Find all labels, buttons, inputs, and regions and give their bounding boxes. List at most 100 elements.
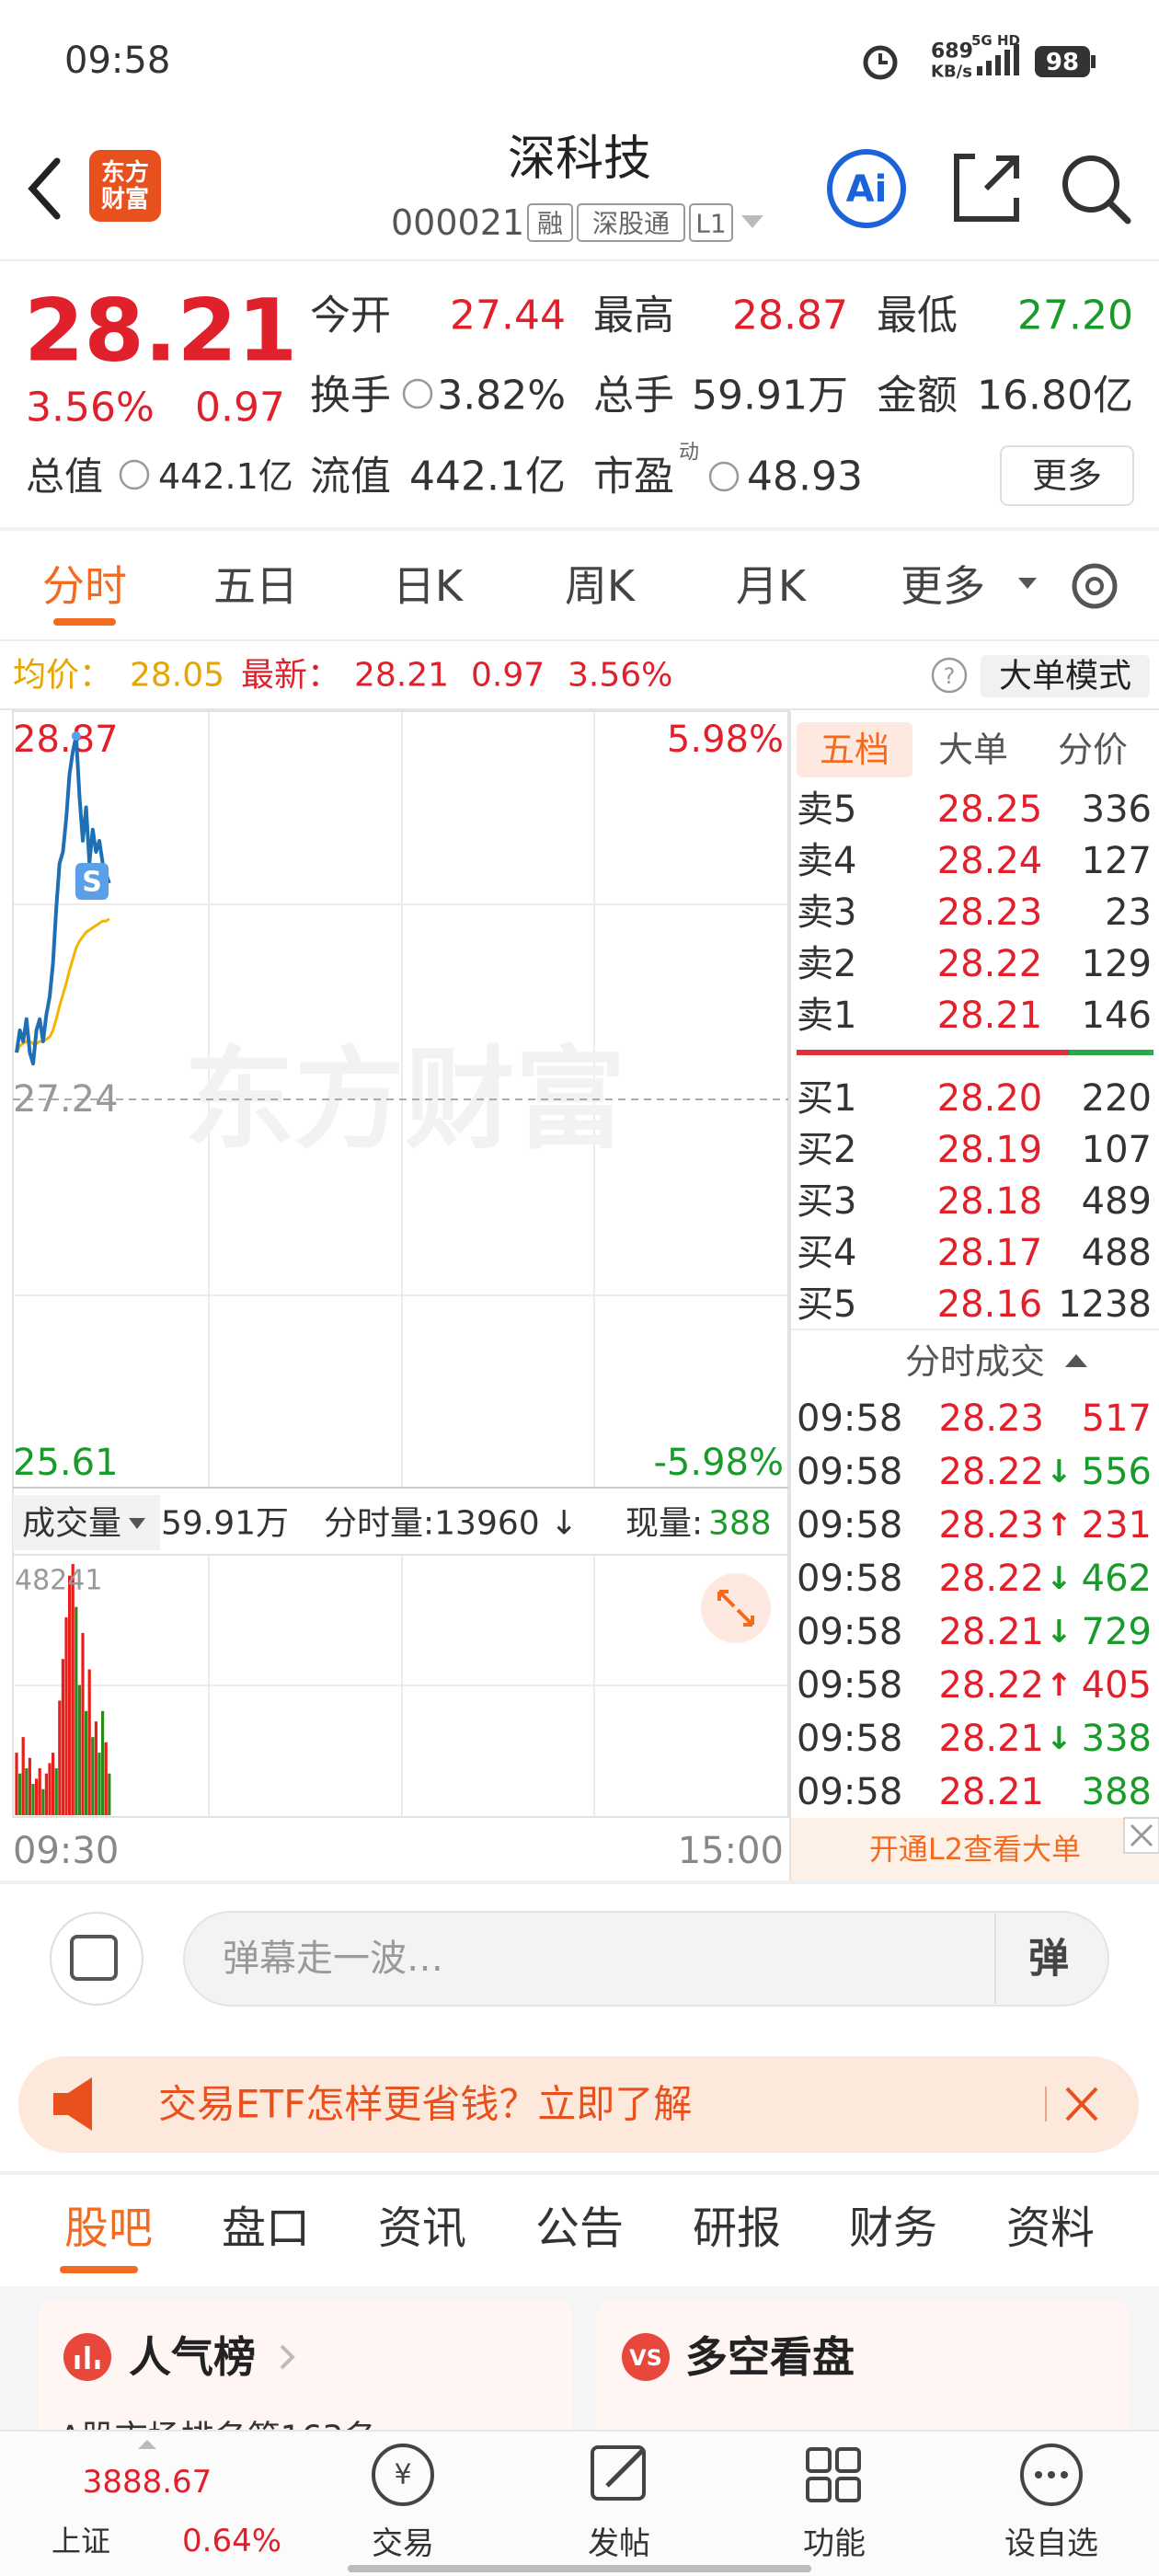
- signal-bars: [977, 44, 1019, 75]
- section-tab[interactable]: 盘口: [222, 2202, 310, 2254]
- price-high: 28.87: [13, 719, 119, 761]
- book-price: 28.19: [937, 1129, 1043, 1171]
- volume-bar: [41, 1788, 45, 1815]
- signal-badge[interactable]: [75, 863, 109, 900]
- book-level: 买2: [797, 1129, 856, 1171]
- stat-value: 48.93: [747, 454, 863, 500]
- current-volume: 388: [708, 1505, 772, 1543]
- nav-item[interactable]: 发帖: [588, 2525, 650, 2562]
- chart-tab[interactable]: 周K: [565, 561, 637, 611]
- tag-dropdown[interactable]: [741, 215, 763, 228]
- nav-item[interactable]: 交易: [372, 2525, 434, 2562]
- latest-value: 28.21: [354, 657, 449, 695]
- book-price: 28.20: [937, 1077, 1043, 1120]
- back-button[interactable]: [28, 157, 61, 220]
- stat-label: 总手: [593, 373, 674, 420]
- chart-tab[interactable]: 分时: [42, 561, 127, 611]
- ai-label[interactable]: Ai: [846, 168, 888, 211]
- card[interactable]: [39, 2300, 572, 2447]
- volume-bar: [108, 1773, 111, 1815]
- book-tab[interactable]: 分价: [1058, 730, 1128, 770]
- chart-tab[interactable]: 更多: [901, 561, 985, 611]
- info-icon[interactable]: [119, 459, 150, 490]
- volume-bar: [77, 1685, 81, 1815]
- section-tab[interactable]: 财务: [849, 2202, 937, 2254]
- stat-value: 59.91万: [692, 373, 848, 420]
- nav-icon[interactable]: [591, 2445, 646, 2501]
- section-tab[interactable]: 研报: [693, 2202, 781, 2254]
- settings-core: [1085, 577, 1104, 595]
- nav-icon[interactable]: [372, 2444, 434, 2506]
- book-level: 买1: [797, 1077, 856, 1120]
- card-icon-glyph: VS: [629, 2345, 662, 2371]
- help-icon[interactable]: [931, 657, 968, 694]
- ad-text[interactable]: 交易ETF怎样更省钱？立即了解: [158, 2082, 692, 2127]
- nav-item[interactable]: 功能: [803, 2525, 866, 2562]
- l2-label[interactable]: 开通L2查看大单: [869, 1832, 1081, 1867]
- danmu-settings[interactable]: [50, 1912, 143, 2006]
- ai-button[interactable]: [827, 149, 906, 228]
- trade-volume: 388: [1082, 1771, 1152, 1813]
- mode-button[interactable]: [981, 655, 1150, 697]
- more-button[interactable]: [1000, 445, 1134, 506]
- volume-label[interactable]: 成交量: [22, 1505, 121, 1543]
- signal-label: 5G HD: [971, 32, 1020, 49]
- section-tab[interactable]: 股吧: [64, 2202, 153, 2254]
- trade-time: 09:58: [797, 1451, 902, 1493]
- index-name: 上证: [52, 2524, 110, 2559]
- logo[interactable]: [89, 150, 161, 222]
- danmu-input[interactable]: [183, 1911, 1109, 2007]
- battery-tip: [1091, 55, 1096, 68]
- book-level: 卖2: [797, 943, 856, 985]
- close-icon: [1130, 1823, 1153, 1847]
- card-title: 多空看盘: [685, 2332, 855, 2382]
- danmu-placeholder[interactable]: 弹幕走一波…: [223, 1938, 443, 1980]
- chart-tab[interactable]: 月K: [736, 561, 808, 611]
- chart-tab[interactable]: 日K: [393, 561, 465, 611]
- settings-button[interactable]: [1072, 563, 1118, 609]
- nav-icon[interactable]: [806, 2447, 861, 2502]
- trade-volume: 556: [1082, 1451, 1152, 1493]
- book-volume: 336: [1082, 788, 1152, 831]
- volume-bar: [81, 1632, 85, 1815]
- index-value[interactable]: 3888.67: [83, 2464, 212, 2501]
- card[interactable]: [596, 2300, 1130, 2447]
- info-icon[interactable]: [708, 461, 740, 492]
- trade-price: 28.22: [938, 1558, 1044, 1600]
- avg-line: [15, 917, 110, 1053]
- stat-value: 442.1亿: [158, 456, 293, 497]
- book-volume: 220: [1082, 1077, 1152, 1120]
- book-volume: 1238: [1058, 1283, 1152, 1326]
- ad-close[interactable]: [1065, 2087, 1098, 2122]
- book-price: 28.18: [937, 1180, 1043, 1223]
- nav-icon[interactable]: [1020, 2444, 1083, 2506]
- section-tab[interactable]: 资讯: [378, 2202, 466, 2254]
- share-button[interactable]: [954, 154, 1019, 222]
- book-level: 卖1: [797, 995, 856, 1037]
- net-unit: KB/s: [931, 63, 972, 82]
- more-button-label[interactable]: 更多: [1032, 455, 1102, 496]
- battery-level: 98: [1046, 49, 1079, 76]
- expand-button[interactable]: [701, 1573, 771, 1643]
- megaphone-icon: [53, 2077, 92, 2131]
- section-tab[interactable]: 公告: [535, 2202, 624, 2254]
- ad-banner[interactable]: [18, 2056, 1139, 2153]
- mode-label[interactable]: 大单模式: [999, 658, 1131, 696]
- card-icon-glyph: [75, 2346, 100, 2369]
- danmu-button[interactable]: 弹: [1028, 1936, 1069, 1983]
- info-icon[interactable]: [402, 378, 433, 409]
- nav-item[interactable]: 设自选: [1004, 2525, 1098, 2562]
- search-button[interactable]: [1062, 155, 1119, 213]
- volume-bar: [104, 1742, 108, 1815]
- l2-banner[interactable]: [791, 1818, 1159, 1880]
- pct-high: 5.98%: [667, 719, 784, 761]
- section-tab[interactable]: 资料: [1006, 2202, 1095, 2254]
- book-tab[interactable]: 大单: [938, 730, 1008, 770]
- trade-time: 09:58: [797, 1771, 902, 1813]
- nav-icon-glyph: ¥: [394, 2459, 411, 2491]
- book-tab[interactable]: 五档: [820, 730, 889, 770]
- chart-tab[interactable]: 五日: [213, 561, 298, 611]
- trade-price: 28.23: [938, 1504, 1044, 1547]
- trades-title: 分时成交: [905, 1341, 1045, 1382]
